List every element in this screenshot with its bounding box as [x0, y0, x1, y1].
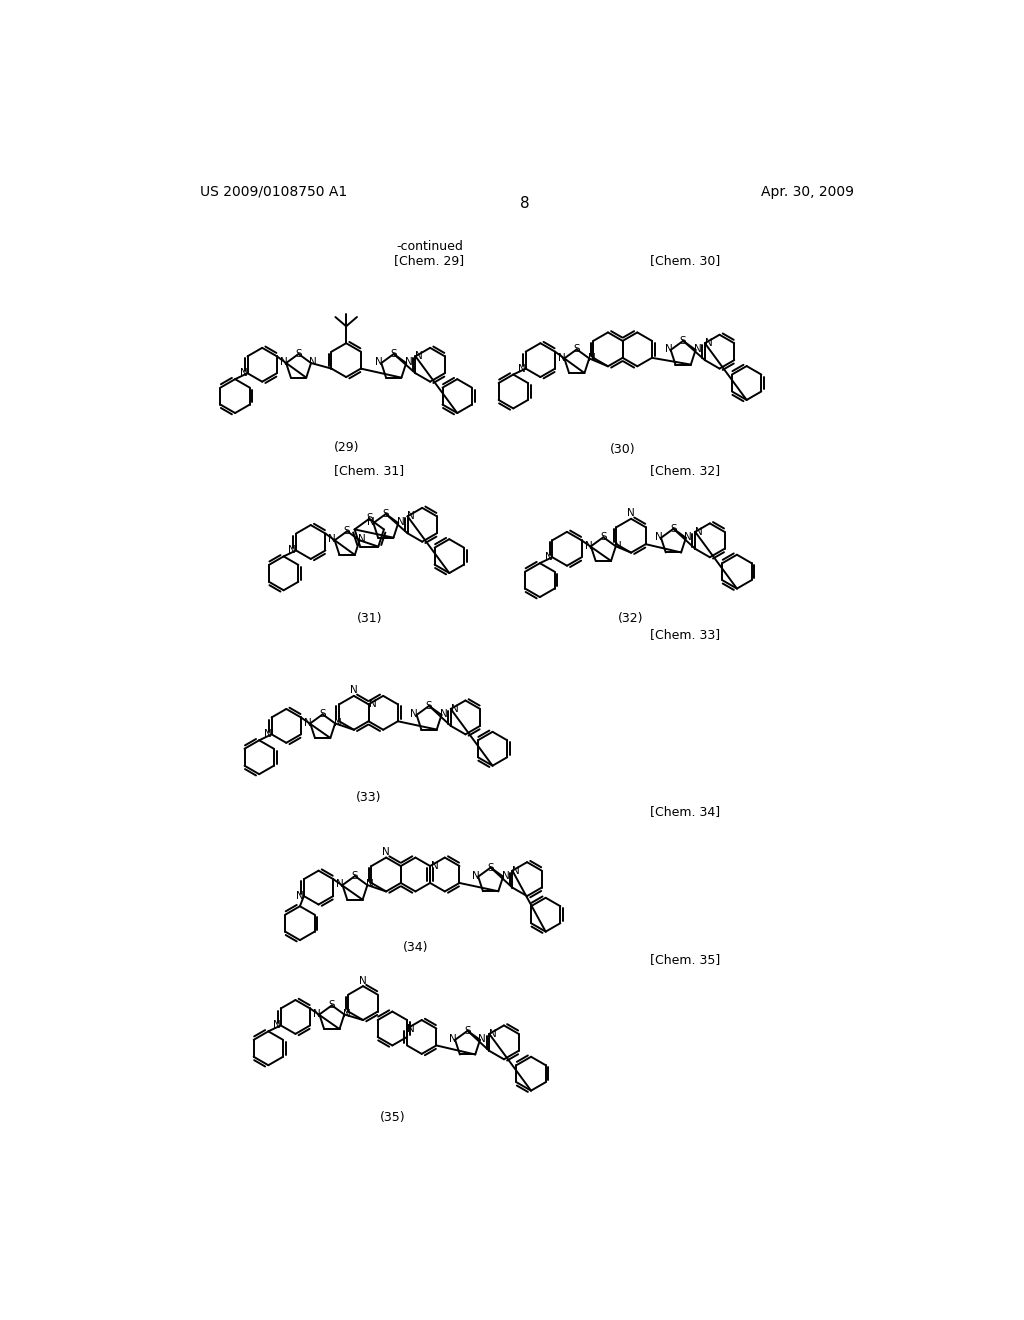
- Text: N: N: [512, 866, 520, 875]
- Text: N: N: [588, 352, 595, 363]
- Text: [Chem. 32]: [Chem. 32]: [650, 463, 720, 477]
- Text: N: N: [694, 345, 701, 354]
- Text: [Chem. 34]: [Chem. 34]: [650, 805, 720, 818]
- Text: N: N: [449, 1034, 457, 1044]
- Text: N: N: [273, 1020, 281, 1031]
- Text: S: S: [366, 513, 373, 523]
- Text: [Chem. 31]: [Chem. 31]: [334, 463, 404, 477]
- Text: N: N: [705, 338, 713, 348]
- Text: (29): (29): [334, 441, 358, 454]
- Text: -continued: -continued: [396, 240, 463, 253]
- Text: N: N: [358, 535, 366, 544]
- Text: N: N: [366, 879, 374, 890]
- Text: [Chem. 35]: [Chem. 35]: [650, 953, 720, 966]
- Text: N: N: [370, 700, 377, 709]
- Text: N: N: [431, 861, 438, 871]
- Text: S: S: [600, 532, 606, 543]
- Text: N: N: [518, 363, 525, 374]
- Text: N: N: [359, 975, 367, 986]
- Text: N: N: [478, 1034, 486, 1044]
- Text: N: N: [451, 704, 459, 714]
- Text: N: N: [396, 517, 404, 527]
- Text: S: S: [670, 524, 677, 533]
- Text: (30): (30): [610, 444, 636, 455]
- Text: N: N: [309, 358, 317, 367]
- Text: S: S: [390, 348, 397, 359]
- Text: N: N: [695, 527, 702, 537]
- Text: N: N: [368, 517, 375, 527]
- Text: S: S: [295, 348, 302, 359]
- Text: N: N: [407, 1023, 415, 1034]
- Text: N: N: [408, 511, 416, 521]
- Text: N: N: [350, 685, 357, 696]
- Text: N: N: [684, 532, 692, 543]
- Text: S: S: [464, 1026, 471, 1036]
- Text: S: S: [487, 862, 494, 873]
- Text: (33): (33): [355, 791, 381, 804]
- Text: N: N: [296, 891, 304, 902]
- Text: N: N: [382, 847, 390, 857]
- Text: S: S: [573, 345, 580, 354]
- Text: N: N: [240, 368, 248, 379]
- Text: N: N: [343, 1008, 350, 1019]
- Text: N: N: [416, 351, 423, 362]
- Text: N: N: [502, 871, 509, 880]
- Text: [Chem. 33]: [Chem. 33]: [650, 628, 720, 640]
- Text: N: N: [304, 718, 311, 727]
- Text: S: S: [426, 701, 432, 711]
- Text: N: N: [545, 552, 552, 562]
- Text: S: S: [344, 527, 350, 536]
- Text: [Chem. 29]: [Chem. 29]: [394, 253, 464, 267]
- Text: N: N: [472, 871, 480, 880]
- Text: (32): (32): [618, 612, 644, 626]
- Text: N: N: [375, 358, 383, 367]
- Text: S: S: [383, 510, 389, 519]
- Text: N: N: [489, 1028, 497, 1039]
- Text: (35): (35): [380, 1110, 406, 1123]
- Text: N: N: [336, 879, 344, 890]
- Text: N: N: [313, 1008, 321, 1019]
- Text: N: N: [334, 718, 341, 727]
- Text: N: N: [411, 709, 418, 719]
- Text: S: S: [319, 709, 326, 719]
- Text: N: N: [614, 540, 622, 550]
- Text: N: N: [329, 535, 336, 544]
- Text: S: S: [351, 871, 358, 880]
- Text: 8: 8: [520, 195, 529, 211]
- Text: N: N: [404, 358, 413, 367]
- Text: Apr. 30, 2009: Apr. 30, 2009: [762, 185, 854, 198]
- Text: N: N: [264, 730, 271, 739]
- Text: S: S: [329, 1001, 335, 1010]
- Text: N: N: [665, 345, 673, 354]
- Text: N: N: [440, 709, 447, 719]
- Text: N: N: [654, 532, 663, 543]
- Text: N: N: [585, 540, 593, 550]
- Text: S: S: [680, 335, 686, 346]
- Text: (34): (34): [402, 941, 428, 954]
- Text: N: N: [280, 358, 288, 367]
- Text: N: N: [289, 545, 296, 556]
- Text: [Chem. 30]: [Chem. 30]: [650, 253, 720, 267]
- Text: N: N: [558, 352, 566, 363]
- Text: (31): (31): [356, 612, 382, 626]
- Text: US 2009/0108750 A1: US 2009/0108750 A1: [200, 185, 347, 198]
- Text: N: N: [627, 508, 635, 519]
